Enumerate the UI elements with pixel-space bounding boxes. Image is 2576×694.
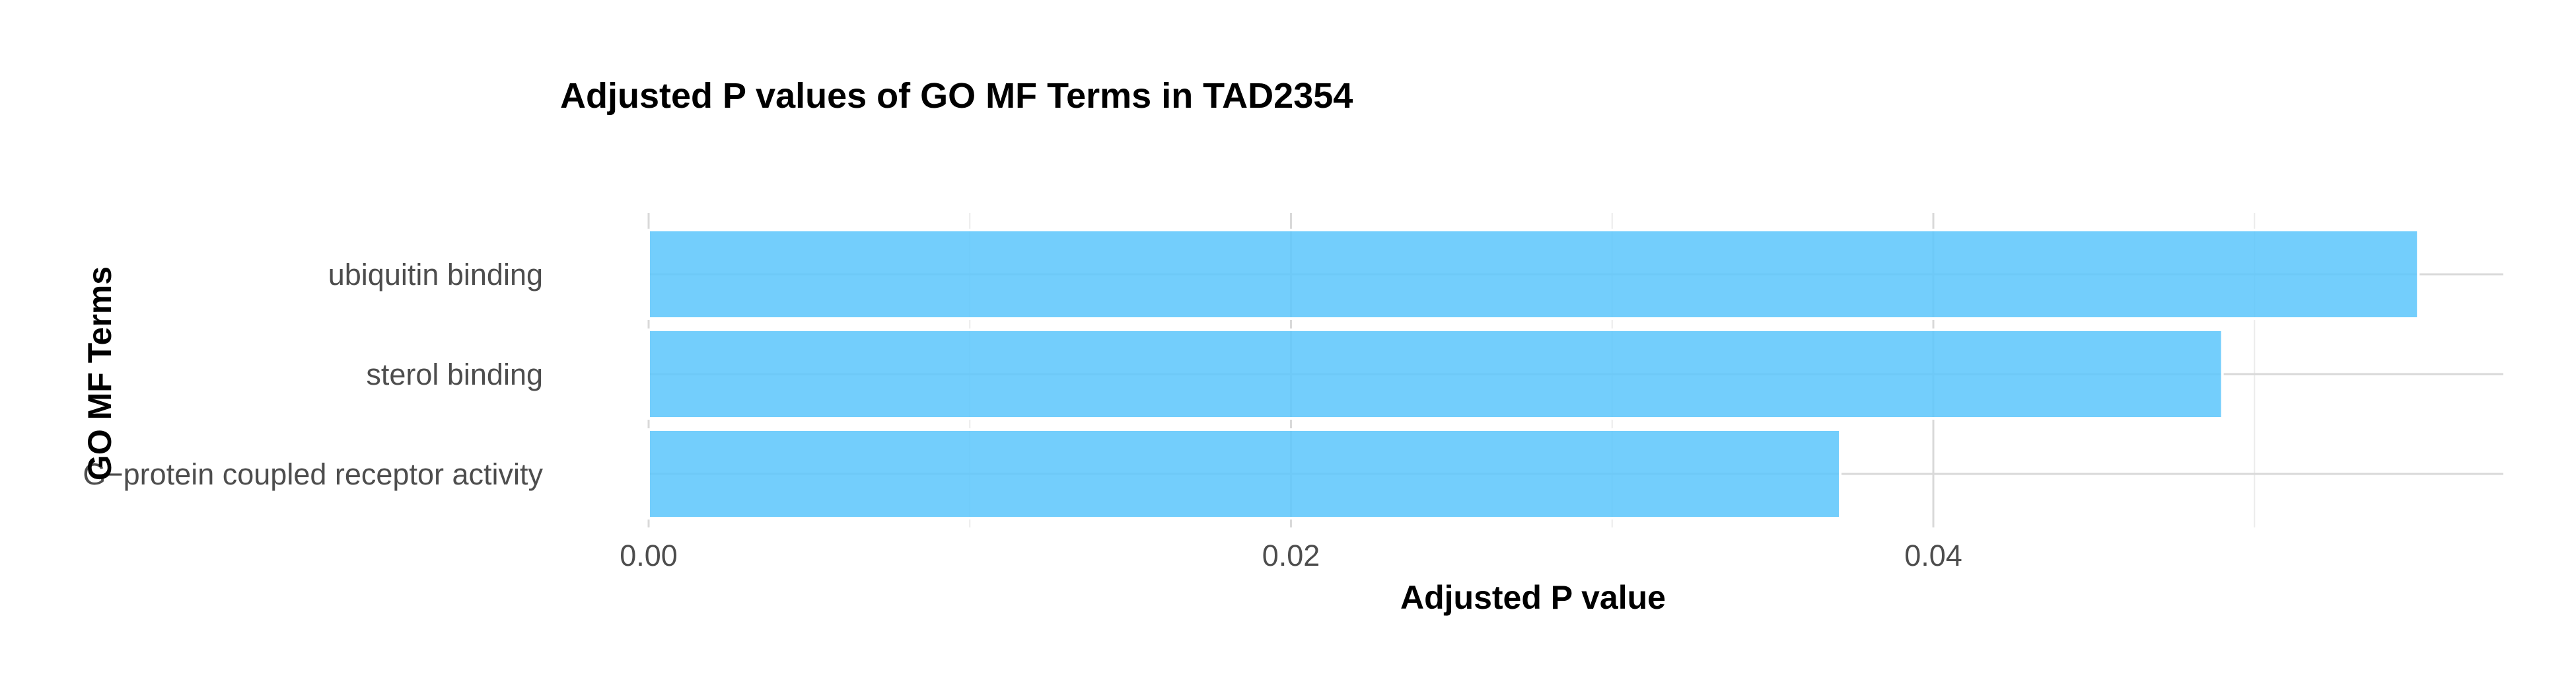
x-tick-labels: 0.00 0.02 0.04 [620,539,1962,572]
x-tick-label: 0.04 [1904,539,1962,572]
y-tick-labels: ubiquitin binding sterol binding G−protein… [83,258,543,491]
bar [647,229,2420,320]
chart-title: Adjusted P values of GO MF Terms in TAD2… [560,76,1353,116]
bars [647,229,2420,520]
x-tick-label: 0.02 [1262,539,1320,572]
y-tick-label: ubiquitin binding [328,258,543,291]
bar [647,328,2224,420]
x-axis-title: Adjusted P value [1400,579,1666,616]
y-tick-label: sterol binding [366,358,543,391]
bar [647,428,1842,520]
y-axis-title: GO MF Terms [81,266,118,481]
y-tick-label: G−protein coupled receptor activity [83,457,543,491]
x-tick-label: 0.00 [620,539,678,572]
